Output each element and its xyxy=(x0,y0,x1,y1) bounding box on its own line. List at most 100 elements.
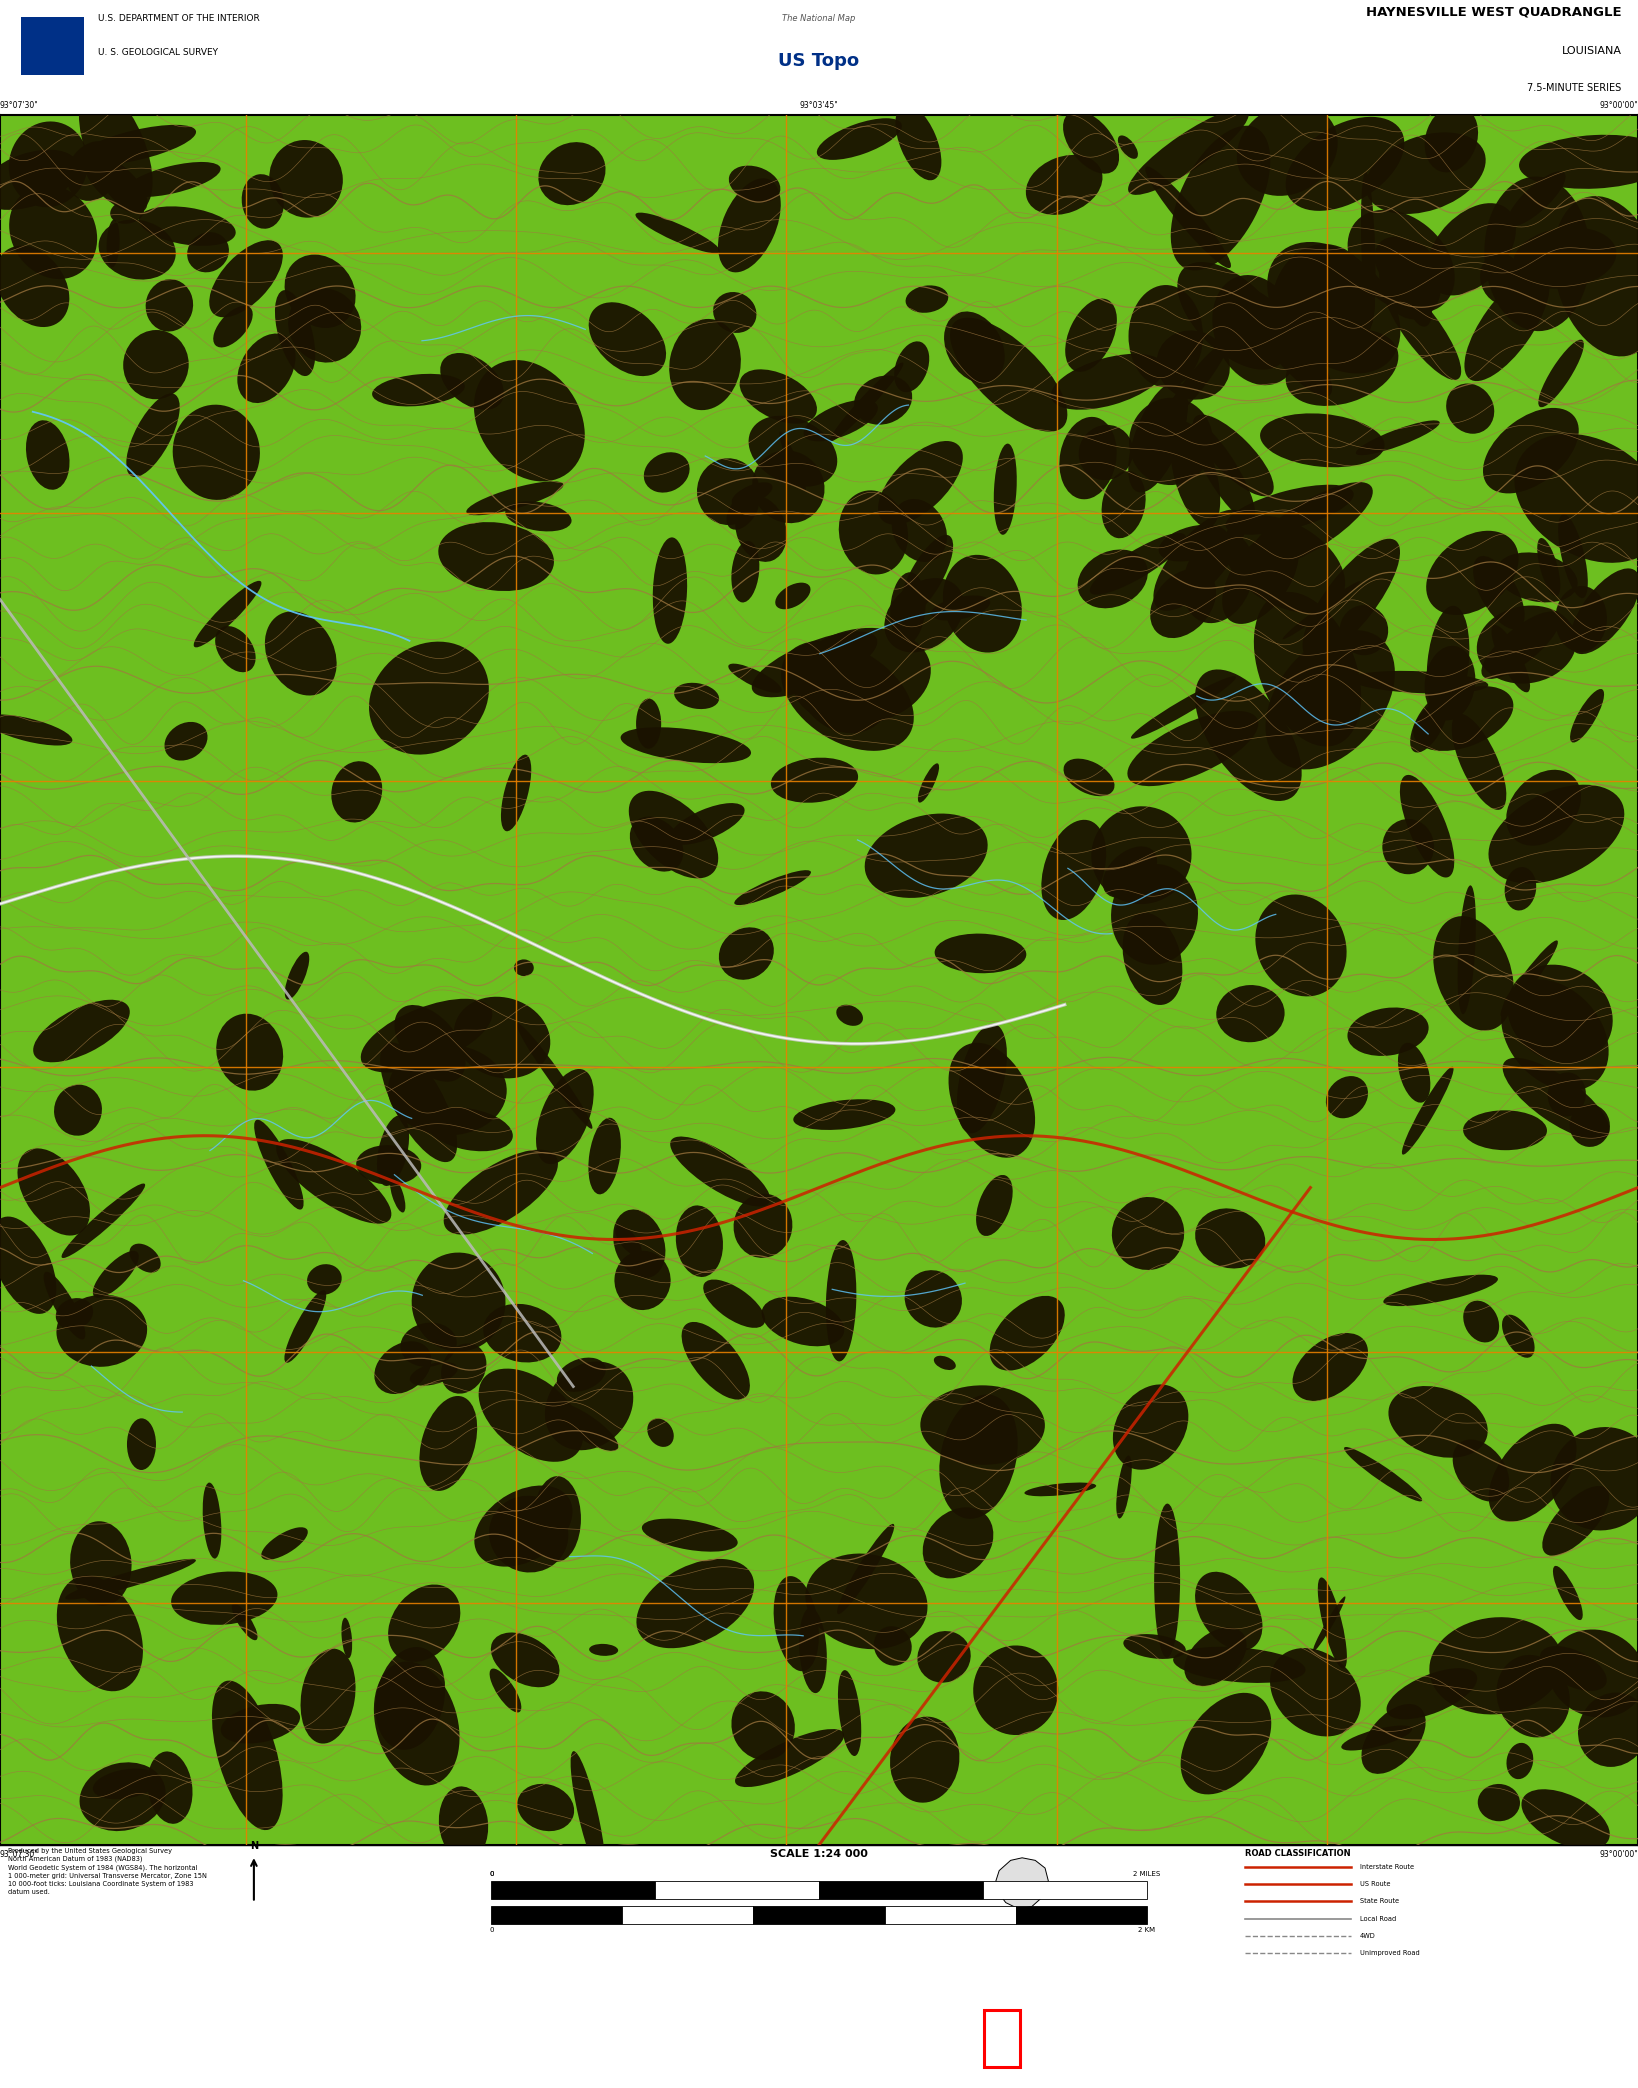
Ellipse shape xyxy=(837,1004,863,1025)
Ellipse shape xyxy=(1127,710,1258,785)
Ellipse shape xyxy=(1319,1576,1346,1668)
Ellipse shape xyxy=(976,1176,1012,1236)
Ellipse shape xyxy=(70,1522,131,1606)
Bar xyxy=(885,1906,1016,1925)
Ellipse shape xyxy=(1481,612,1561,679)
Ellipse shape xyxy=(1292,1332,1368,1401)
Ellipse shape xyxy=(771,758,858,802)
Ellipse shape xyxy=(1078,549,1148,608)
Ellipse shape xyxy=(1548,1629,1638,1718)
Bar xyxy=(984,2011,1020,2067)
Ellipse shape xyxy=(621,727,752,764)
Bar xyxy=(1016,1906,1147,1925)
Ellipse shape xyxy=(1577,1693,1638,1766)
Ellipse shape xyxy=(717,177,781,271)
Ellipse shape xyxy=(536,1069,593,1165)
Ellipse shape xyxy=(1260,413,1384,468)
Ellipse shape xyxy=(306,1263,342,1295)
Ellipse shape xyxy=(369,641,488,754)
Ellipse shape xyxy=(865,814,988,898)
Ellipse shape xyxy=(1222,530,1299,624)
Ellipse shape xyxy=(146,280,193,332)
Ellipse shape xyxy=(773,1576,819,1670)
Text: ROAD CLASSIFICATION: ROAD CLASSIFICATION xyxy=(1245,1848,1350,1858)
Ellipse shape xyxy=(1548,1073,1586,1117)
Ellipse shape xyxy=(749,416,837,487)
Ellipse shape xyxy=(275,290,314,376)
Ellipse shape xyxy=(1482,407,1579,493)
Ellipse shape xyxy=(613,1209,665,1278)
Ellipse shape xyxy=(1446,384,1494,434)
Ellipse shape xyxy=(1425,104,1477,173)
Ellipse shape xyxy=(588,1117,621,1194)
Ellipse shape xyxy=(735,497,786,562)
Bar xyxy=(21,17,84,75)
Ellipse shape xyxy=(1451,714,1507,810)
Ellipse shape xyxy=(8,121,88,207)
Ellipse shape xyxy=(439,1787,488,1860)
Ellipse shape xyxy=(1348,1009,1428,1057)
Ellipse shape xyxy=(590,1643,618,1656)
Ellipse shape xyxy=(0,1217,56,1313)
Ellipse shape xyxy=(793,1098,896,1130)
Ellipse shape xyxy=(889,572,925,645)
Text: 4WD: 4WD xyxy=(1360,1933,1376,1940)
Ellipse shape xyxy=(1515,434,1638,564)
Ellipse shape xyxy=(637,1560,753,1647)
Ellipse shape xyxy=(806,1553,927,1650)
Ellipse shape xyxy=(1063,111,1119,173)
Ellipse shape xyxy=(539,142,606,205)
Ellipse shape xyxy=(922,1508,993,1579)
Ellipse shape xyxy=(62,1184,146,1259)
Ellipse shape xyxy=(1345,1447,1422,1501)
Ellipse shape xyxy=(534,1476,581,1562)
Ellipse shape xyxy=(950,317,1068,432)
Text: 7.5-MINUTE SERIES: 7.5-MINUTE SERIES xyxy=(1527,84,1622,92)
Ellipse shape xyxy=(781,641,914,752)
Bar xyxy=(622,1906,753,1925)
Ellipse shape xyxy=(1427,203,1515,294)
Ellipse shape xyxy=(106,219,120,267)
Ellipse shape xyxy=(1102,472,1145,539)
Ellipse shape xyxy=(1497,1656,1569,1737)
Ellipse shape xyxy=(1463,1111,1546,1150)
Ellipse shape xyxy=(1192,416,1274,497)
Ellipse shape xyxy=(734,1194,793,1257)
Ellipse shape xyxy=(1427,606,1469,720)
Ellipse shape xyxy=(426,1107,513,1150)
Ellipse shape xyxy=(904,1270,962,1328)
Ellipse shape xyxy=(934,1355,957,1370)
Ellipse shape xyxy=(675,683,719,710)
Ellipse shape xyxy=(727,491,758,530)
Ellipse shape xyxy=(490,1495,568,1572)
Ellipse shape xyxy=(775,583,811,610)
Ellipse shape xyxy=(300,1650,355,1743)
Ellipse shape xyxy=(454,996,550,1077)
Ellipse shape xyxy=(375,1647,446,1750)
Ellipse shape xyxy=(147,1752,193,1823)
Ellipse shape xyxy=(360,998,493,1073)
Ellipse shape xyxy=(388,1044,506,1136)
Ellipse shape xyxy=(973,1645,1058,1735)
Ellipse shape xyxy=(164,722,208,760)
Ellipse shape xyxy=(139,207,236,246)
Ellipse shape xyxy=(1361,171,1376,326)
Ellipse shape xyxy=(26,420,69,491)
Ellipse shape xyxy=(54,1084,102,1136)
Ellipse shape xyxy=(516,1023,593,1130)
Ellipse shape xyxy=(467,482,563,516)
Ellipse shape xyxy=(18,1148,90,1236)
Ellipse shape xyxy=(545,1361,634,1451)
Ellipse shape xyxy=(410,1361,457,1386)
Ellipse shape xyxy=(1286,117,1404,211)
Ellipse shape xyxy=(126,163,221,196)
Ellipse shape xyxy=(215,626,256,672)
Ellipse shape xyxy=(817,119,903,161)
Ellipse shape xyxy=(80,1762,165,1831)
Ellipse shape xyxy=(994,443,1017,535)
Ellipse shape xyxy=(839,1670,862,1756)
Ellipse shape xyxy=(1551,1426,1638,1531)
Ellipse shape xyxy=(211,1681,283,1829)
Ellipse shape xyxy=(681,1322,750,1399)
Ellipse shape xyxy=(1505,867,1536,910)
